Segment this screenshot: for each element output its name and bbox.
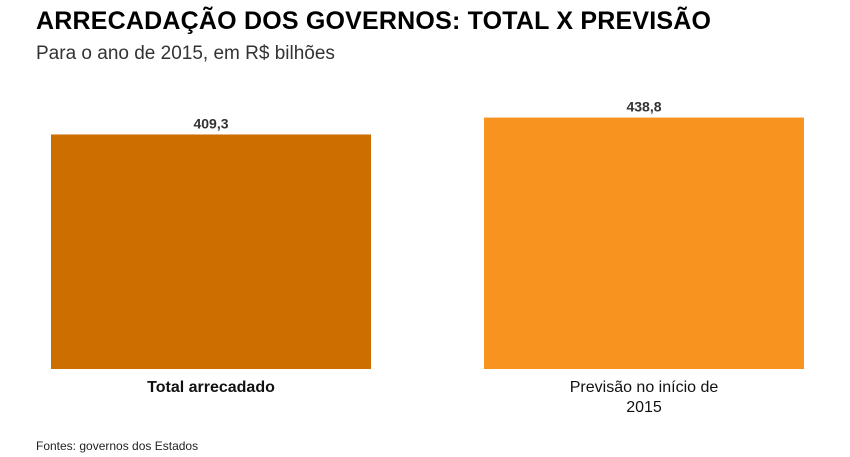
chart-title: ARRECADAÇÃO DOS GOVERNOS: TOTAL X PREVIS… [36,7,712,35]
value-label-1: 409,3 [193,115,228,131]
category-label-2-line-1: Previsão no início de [570,379,719,396]
category-label-1-line-1: Total arrecadado [147,379,275,396]
bar-1 [51,134,371,369]
bar-2 [484,117,804,369]
source-note: Fontes: governos dos Estados [36,439,199,453]
chart-subtitle: Para o ano de 2015, em R$ bilhões [36,43,335,64]
category-label-2-line-2: 2015 [626,399,662,416]
value-label-2: 438,8 [626,99,661,115]
